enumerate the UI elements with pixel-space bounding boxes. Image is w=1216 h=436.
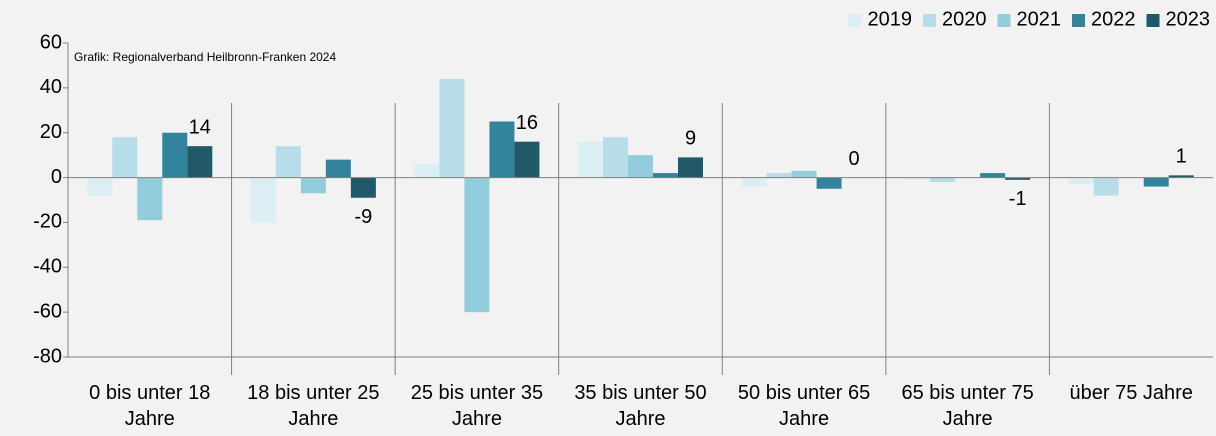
bar	[300, 177, 326, 194]
y-tick-label: -40	[33, 256, 62, 278]
y-tick-label: -20	[33, 211, 62, 233]
bar	[905, 177, 931, 180]
x-tick-label: 50 bis unter 65 Jahre	[737, 382, 871, 430]
legend-swatch	[1072, 14, 1085, 27]
y-tick-label: -80	[33, 345, 62, 367]
bar	[87, 177, 113, 196]
data-label: 0	[849, 148, 860, 170]
bar	[766, 173, 792, 178]
bar	[514, 141, 540, 178]
bar	[325, 159, 351, 178]
data-label: 1	[1176, 146, 1187, 168]
data-label: -1	[1009, 188, 1027, 210]
y-tick-label: 40	[40, 76, 62, 98]
x-tick-label: 65 bis unter 75 Jahre	[901, 382, 1034, 430]
bar	[250, 177, 276, 223]
legend-swatch	[1146, 14, 1160, 27]
legend-label: 2021	[1017, 8, 1062, 30]
bar	[489, 121, 515, 178]
legend-swatch	[923, 14, 936, 27]
legend-swatch	[997, 14, 1011, 27]
bar	[439, 78, 465, 178]
bar	[464, 177, 490, 313]
bar	[414, 164, 440, 178]
data-label: 14	[189, 116, 211, 138]
legend-label: 2023	[1166, 8, 1211, 30]
x-tick-label: 18 bis unter 25 Jahre	[247, 382, 380, 430]
bar	[816, 177, 842, 189]
bar	[137, 177, 163, 221]
bar	[628, 155, 653, 178]
bar	[187, 146, 213, 178]
y-tick-label: -60	[33, 300, 62, 322]
y-tick-label: 0	[51, 166, 62, 188]
bar	[1168, 175, 1194, 178]
source-note: Grafik: Regionalverband Heilbronn-Franke…	[74, 50, 336, 64]
bar	[112, 137, 138, 178]
bar	[741, 177, 767, 187]
bar	[1143, 177, 1169, 187]
x-tick-label: 0 bis unter 18 Jahre	[89, 382, 211, 430]
bar	[1068, 177, 1094, 185]
bar	[653, 173, 678, 178]
bar	[275, 146, 301, 178]
data-label: 9	[685, 128, 696, 150]
bar	[980, 173, 1006, 178]
legend-label: 2019	[868, 8, 913, 30]
data-label: 16	[516, 112, 538, 134]
legend-label: 2020	[942, 8, 987, 30]
bar	[791, 170, 817, 178]
legend-label: 2022	[1091, 8, 1136, 30]
x-tick-label: 25 bis unter 35 Jahre	[410, 382, 544, 430]
x-tick-label: 35 bis unter 50 Jahre	[574, 382, 707, 430]
bar	[603, 137, 628, 178]
bar	[350, 177, 376, 198]
y-tick-label: 20	[40, 121, 62, 143]
y-tick-label: 60	[40, 31, 62, 53]
bar	[1093, 177, 1119, 196]
bar	[1005, 177, 1031, 180]
data-label: -9	[354, 206, 372, 228]
bar	[578, 141, 603, 178]
bar	[162, 132, 188, 178]
bar	[930, 177, 956, 183]
legend-swatch	[848, 14, 862, 27]
bar	[678, 157, 703, 178]
x-tick-label: über 75 Jahre	[1069, 382, 1193, 404]
